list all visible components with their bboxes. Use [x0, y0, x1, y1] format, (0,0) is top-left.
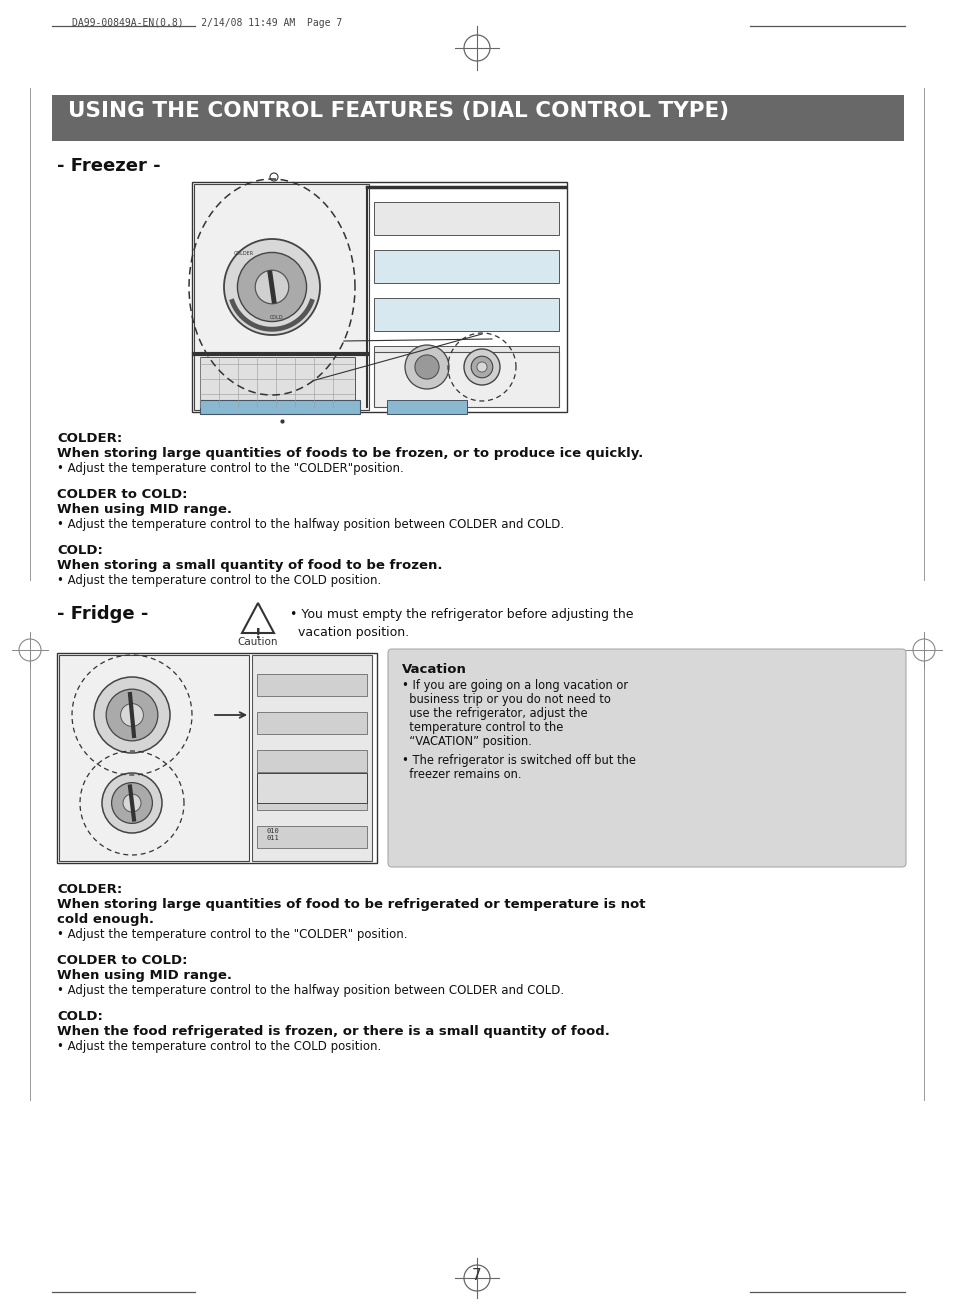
Bar: [374, 352, 558, 407]
Text: • Adjust the temperature control to the "COLDER" position.: • Adjust the temperature control to the …: [57, 928, 407, 941]
Bar: [192, 183, 566, 413]
Circle shape: [237, 252, 306, 322]
Bar: [256, 674, 367, 696]
Text: • Adjust the temperature control to the halfway position between COLDER and COLD: • Adjust the temperature control to the …: [57, 518, 563, 531]
Text: • If you are going on a long vacation or: • If you are going on a long vacation or: [401, 679, 627, 692]
Text: Caution: Caution: [237, 637, 278, 646]
Bar: [374, 346, 558, 378]
Text: When using MID range.: When using MID range.: [57, 503, 232, 516]
Circle shape: [476, 361, 487, 372]
Text: 7: 7: [472, 1268, 481, 1282]
Text: • Adjust the temperature control to the COLD position.: • Adjust the temperature control to the …: [57, 574, 381, 587]
Circle shape: [255, 271, 289, 304]
Bar: [59, 654, 249, 861]
Bar: [193, 184, 369, 410]
Text: COLD: COLD: [270, 315, 283, 321]
Text: When storing large quantities of food to be refrigerated or temperature is not: When storing large quantities of food to…: [57, 897, 645, 911]
Bar: [374, 250, 558, 283]
Circle shape: [102, 773, 162, 833]
Circle shape: [471, 356, 493, 378]
Bar: [52, 95, 903, 141]
Bar: [256, 750, 367, 773]
Bar: [374, 202, 558, 235]
Circle shape: [270, 173, 277, 181]
Text: • The refrigerator is switched off but the: • The refrigerator is switched off but t…: [401, 754, 636, 767]
Text: use the refrigerator, adjust the: use the refrigerator, adjust the: [401, 707, 587, 720]
Text: freezer remains on.: freezer remains on.: [401, 767, 521, 781]
Bar: [57, 653, 376, 863]
Text: COLDER: COLDER: [233, 251, 253, 256]
Text: !: !: [254, 627, 261, 641]
Bar: [387, 399, 467, 414]
Bar: [256, 827, 367, 848]
Text: When the food refrigerated is frozen, or there is a small quantity of food.: When the food refrigerated is frozen, or…: [57, 1025, 609, 1038]
Text: USING THE CONTROL FEATURES (DIAL CONTROL TYPE): USING THE CONTROL FEATURES (DIAL CONTROL…: [68, 101, 728, 121]
Text: COLDER:: COLDER:: [57, 883, 122, 896]
Circle shape: [123, 794, 141, 812]
Bar: [252, 654, 372, 861]
Bar: [200, 399, 359, 414]
Text: temperature control to the: temperature control to the: [401, 721, 563, 735]
Text: When storing large quantities of foods to be frozen, or to produce ice quickly.: When storing large quantities of foods t…: [57, 447, 642, 460]
Text: “VACATION” position.: “VACATION” position.: [401, 735, 532, 748]
Circle shape: [94, 677, 170, 753]
Text: - Freezer -: - Freezer -: [57, 156, 160, 175]
Circle shape: [415, 355, 438, 380]
Text: COLDER:: COLDER:: [57, 432, 122, 445]
Circle shape: [112, 783, 152, 824]
Circle shape: [120, 703, 143, 727]
Circle shape: [224, 239, 319, 335]
Text: business trip or you do not need to: business trip or you do not need to: [401, 692, 610, 706]
Text: COLDER to COLD:: COLDER to COLD:: [57, 487, 188, 501]
Text: Vacation: Vacation: [401, 664, 466, 675]
Circle shape: [405, 346, 449, 389]
Text: • Adjust the temperature control to the "COLDER"position.: • Adjust the temperature control to the …: [57, 463, 403, 474]
Bar: [374, 298, 558, 331]
Bar: [200, 357, 355, 407]
FancyBboxPatch shape: [388, 649, 905, 867]
Text: COLD:: COLD:: [57, 544, 103, 557]
Text: When storing a small quantity of food to be frozen.: When storing a small quantity of food to…: [57, 558, 442, 572]
Text: When using MID range.: When using MID range.: [57, 968, 232, 982]
Text: • You must empty the refrigerator before adjusting the
  vacation position.: • You must empty the refrigerator before…: [290, 608, 633, 639]
Text: cold enough.: cold enough.: [57, 913, 153, 926]
Text: COLDER to COLD:: COLDER to COLD:: [57, 954, 188, 967]
Circle shape: [106, 689, 157, 741]
Bar: [256, 773, 367, 803]
Bar: [256, 788, 367, 809]
Bar: [256, 712, 367, 735]
Text: • Adjust the temperature control to the halfway position between COLDER and COLD: • Adjust the temperature control to the …: [57, 984, 563, 997]
Circle shape: [463, 350, 499, 385]
Text: COLD:: COLD:: [57, 1010, 103, 1024]
Text: - Fridge -: - Fridge -: [57, 604, 149, 623]
Text: DA99-00849A-EN(0.8)   2/14/08 11:49 AM  Page 7: DA99-00849A-EN(0.8) 2/14/08 11:49 AM Pag…: [71, 18, 342, 28]
Text: 010
011: 010 011: [267, 828, 279, 841]
Polygon shape: [242, 603, 274, 633]
Text: • Adjust the temperature control to the COLD position.: • Adjust the temperature control to the …: [57, 1039, 381, 1053]
